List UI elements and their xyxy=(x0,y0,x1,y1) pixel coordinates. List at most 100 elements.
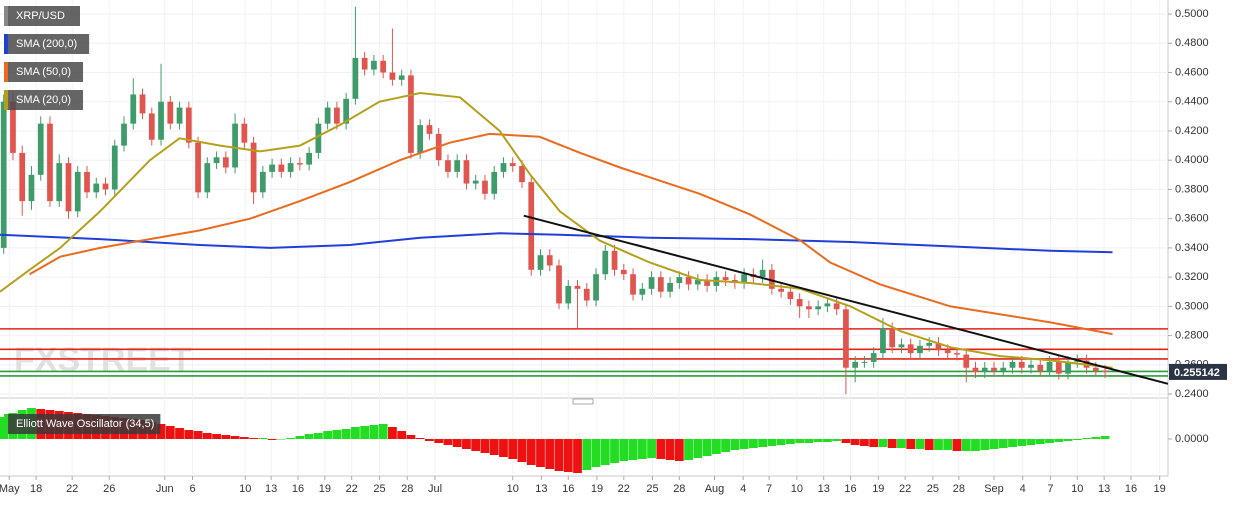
candle-body xyxy=(65,163,72,212)
candle-body xyxy=(176,107,183,124)
osc-bar xyxy=(832,439,842,441)
candle-body xyxy=(630,274,636,295)
candle-body xyxy=(19,152,26,202)
osc-bar xyxy=(915,439,925,449)
candle-body xyxy=(0,101,7,248)
trend-line xyxy=(523,214,1169,385)
candle-body xyxy=(870,353,877,362)
osc-bar xyxy=(1045,439,1054,443)
osc-bar xyxy=(351,427,360,439)
candle-body xyxy=(500,163,507,172)
osc-bar xyxy=(619,439,629,461)
y-tick-label: 0.4200 xyxy=(1175,125,1209,137)
y-tick-label: 0.4800 xyxy=(1175,37,1209,49)
panel-resize-handle[interactable] xyxy=(572,398,594,405)
osc-bar xyxy=(1026,439,1036,445)
x-tick-label: 7 xyxy=(766,483,772,495)
candle-body xyxy=(111,145,118,190)
osc-bar xyxy=(313,433,323,439)
candle-body xyxy=(574,285,581,289)
y-tick-label: 0.3800 xyxy=(1175,183,1209,195)
x-tick-label: 10 xyxy=(1071,483,1083,495)
x-tick-label: 28 xyxy=(673,483,685,495)
osc-bar xyxy=(656,439,666,459)
candle-body xyxy=(843,309,849,368)
candle-body xyxy=(278,164,285,172)
candle-body xyxy=(639,288,646,295)
x-tick-label: 4 xyxy=(1020,483,1026,495)
candle-body xyxy=(56,163,63,202)
osc-bar xyxy=(397,431,407,439)
osc-bar xyxy=(212,434,221,439)
osc-bar xyxy=(665,439,675,460)
osc-bar xyxy=(869,439,879,447)
watermark: FXSTREET xyxy=(14,341,192,379)
legend-label: SMA (20,0) xyxy=(16,94,71,106)
osc-bar xyxy=(462,439,471,449)
candle-body xyxy=(907,344,914,354)
osc-bar xyxy=(1054,439,1064,442)
sma-line xyxy=(29,132,1113,336)
osc-y-tick-label: 0.0000 xyxy=(1175,433,1209,445)
osc-bar xyxy=(480,439,490,453)
candle-body xyxy=(537,255,544,270)
legend-box[interactable] xyxy=(4,34,90,54)
legend-swatch xyxy=(4,62,8,82)
osc-bar xyxy=(239,437,249,439)
candle-body xyxy=(676,277,683,283)
candle-body xyxy=(93,183,100,193)
legend-label: SMA (50,0) xyxy=(16,66,71,78)
osc-bar xyxy=(600,439,610,465)
candle-body xyxy=(778,288,785,292)
y-tick-label: 0.5000 xyxy=(1175,8,1209,20)
candle-body xyxy=(158,101,164,140)
osc-bar xyxy=(517,439,527,462)
x-tick-label: 13 xyxy=(818,483,830,495)
osc-bar xyxy=(573,439,582,473)
osc-bar xyxy=(304,434,314,439)
candle-body xyxy=(944,350,951,354)
legend-box[interactable] xyxy=(4,90,84,110)
candle-body xyxy=(991,367,997,371)
candle-body xyxy=(769,269,775,289)
osc-bar xyxy=(860,439,869,446)
candle-body xyxy=(657,277,664,292)
osc-bar xyxy=(841,439,851,443)
x-tick-label: 16 xyxy=(844,483,856,495)
legend-box[interactable] xyxy=(4,62,84,82)
candle-body xyxy=(880,328,886,354)
candle-body xyxy=(250,142,257,193)
osc-bar xyxy=(499,439,508,457)
candle-body xyxy=(167,101,174,124)
osc-bar xyxy=(850,439,860,445)
osc-bar xyxy=(286,438,296,439)
osc-bar xyxy=(1035,439,1045,444)
candle-body xyxy=(787,291,794,300)
candle-body xyxy=(852,361,859,368)
osc-bar xyxy=(591,439,601,467)
candle-body xyxy=(806,306,812,310)
osc-bar xyxy=(711,439,721,454)
x-tick-label: 19 xyxy=(591,483,603,495)
candle-body xyxy=(37,123,44,175)
osc-bar xyxy=(267,439,277,440)
x-tick-label: 22 xyxy=(346,483,358,495)
osc-bar xyxy=(258,438,268,439)
candle-body xyxy=(1074,360,1081,362)
osc-legend-swatch xyxy=(4,414,8,434)
candle-body xyxy=(1102,370,1108,372)
candle-body xyxy=(602,250,609,275)
candle-body xyxy=(611,250,618,270)
legend-box[interactable] xyxy=(4,6,80,26)
y-tick-label: 0.4400 xyxy=(1175,96,1209,108)
osc-bar xyxy=(388,427,397,439)
candle-body xyxy=(1018,361,1025,368)
candle-body xyxy=(491,171,498,194)
candle-body xyxy=(185,107,192,143)
legend-swatch xyxy=(4,34,8,54)
osc-bar xyxy=(887,439,897,448)
x-tick-label: 25 xyxy=(927,483,939,495)
y-tick-label: 0.2400 xyxy=(1175,388,1209,400)
candle-body xyxy=(833,303,840,310)
